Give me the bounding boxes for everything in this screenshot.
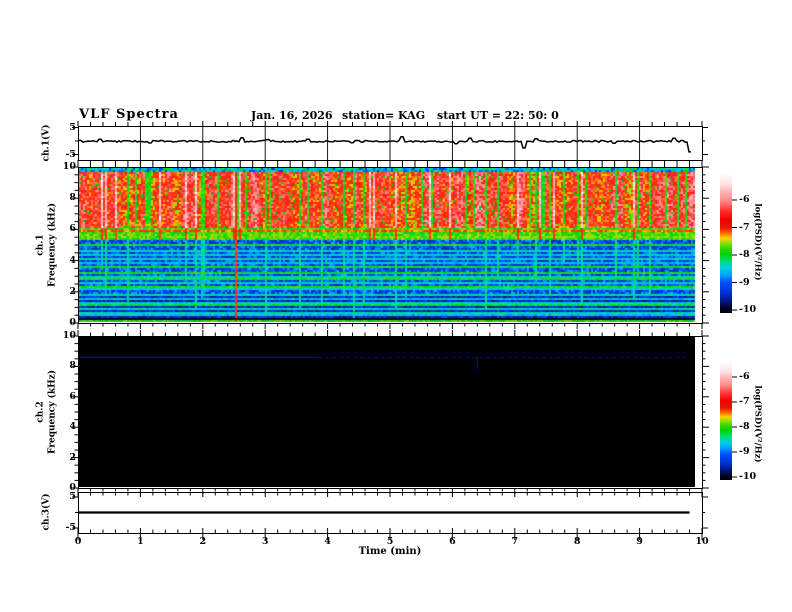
colorbar-tick-label: -8 <box>739 249 750 260</box>
ch1-spectrogram <box>79 168 701 322</box>
colorbar-tick-label: -10 <box>739 304 757 315</box>
ch1v-axis-label: ch.1(V) <box>41 124 52 162</box>
x-tick-label: 8 <box>573 536 581 547</box>
ch2-freq-tick-label: 6 <box>69 390 76 402</box>
x-tick-label: 3 <box>261 536 269 547</box>
colorbar-ch2-label: log(PSD)(V²/Hz) <box>752 385 763 463</box>
x-tick-label: 7 <box>511 536 519 547</box>
x-tick-label: 4 <box>324 536 331 547</box>
ch2-spec-axis-label-row2: Frequency (kHz) <box>47 369 58 455</box>
colorbar-tick-label: -6 <box>739 371 750 382</box>
x-tick-label: 2 <box>199 536 207 547</box>
colorbar-tick-label: -7 <box>739 396 750 407</box>
ch1-freq-tick-label: 10 <box>62 161 76 172</box>
x-tick-label: 0 <box>74 536 82 547</box>
x-tick-label: 5 <box>386 536 394 547</box>
page-title: VLF Spectra <box>79 107 179 122</box>
colorbar-ch2 <box>720 362 732 480</box>
ch2-spec-axis-label-row1: ch.2 <box>35 401 46 423</box>
ch1-freq-tick-label: 8 <box>69 192 76 204</box>
ch2-spectrogram <box>79 337 695 487</box>
ch1v-tick-label: 5 <box>69 121 76 133</box>
ch3v-tick-label: 5 <box>69 491 76 502</box>
ch1-waveform <box>78 136 691 153</box>
ch1-spec-axis-label-row1: ch.1 <box>35 234 46 256</box>
ch1v-frame <box>78 126 703 161</box>
x-tick-label: 9 <box>636 536 643 547</box>
colorbar-ch1-label: log(PSD)(V²/Hz) <box>752 203 763 281</box>
ch1-freq-tick-label: 4 <box>69 254 76 266</box>
colorbar-tick-label: -6 <box>739 194 750 205</box>
ch2-freq-tick-label: 10 <box>62 330 76 341</box>
ch1-freq-tick-label: 2 <box>69 285 76 297</box>
colorbar-tick-label: -8 <box>739 421 750 432</box>
station-label: station= KAG <box>342 109 426 122</box>
ch2-freq-tick-label: 8 <box>69 360 76 372</box>
ch2-freq-tick-label: 2 <box>69 451 76 463</box>
colorbar-tick-label: -9 <box>739 276 750 288</box>
x-tick-label: 1 <box>137 536 144 547</box>
ch2-freq-tick-label: 0 <box>69 482 76 493</box>
colorbar-tick-label: -10 <box>739 471 757 482</box>
date-label: Jan. 16, 2026 <box>251 109 333 122</box>
ch3v-axis-label: ch.3(V) <box>41 493 52 531</box>
ch1-freq-tick-label: 0 <box>69 317 76 328</box>
ch3v-frame <box>78 492 703 534</box>
x-axis-title: Time (min) <box>358 546 422 557</box>
x-tick-label: 6 <box>449 536 456 547</box>
start-ut-label: start UT = 22: 50: 0 <box>437 109 559 122</box>
colorbar-ch1 <box>720 173 732 313</box>
colorbar-tick-label: -9 <box>739 446 750 457</box>
ch2-freq-tick-label: 4 <box>69 421 76 433</box>
ch1-spec-axis-label-row2: Frequency (kHz) <box>47 202 58 288</box>
ch1v-tick-label: -5 <box>65 148 76 160</box>
ch3v-tick-label: -5 <box>65 522 76 533</box>
ch1-freq-tick-label: 6 <box>69 223 76 235</box>
x-tick-label: 10 <box>695 536 709 547</box>
colorbar-tick-label: -7 <box>739 221 750 233</box>
